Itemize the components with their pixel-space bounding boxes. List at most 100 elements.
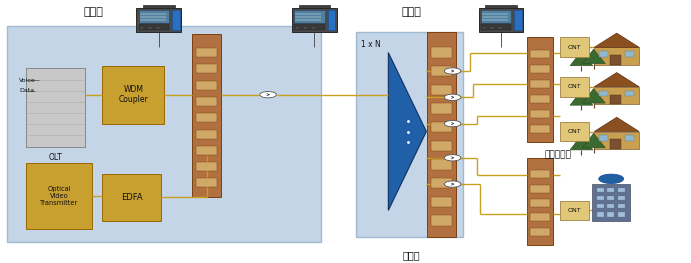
FancyBboxPatch shape xyxy=(196,146,218,155)
FancyBboxPatch shape xyxy=(427,32,456,237)
FancyBboxPatch shape xyxy=(597,188,604,192)
Polygon shape xyxy=(388,53,426,210)
Circle shape xyxy=(260,92,276,98)
Text: Voice: Voice xyxy=(19,78,36,83)
FancyBboxPatch shape xyxy=(560,38,589,57)
FancyBboxPatch shape xyxy=(530,50,549,58)
FancyBboxPatch shape xyxy=(430,159,453,170)
FancyBboxPatch shape xyxy=(430,197,453,207)
FancyBboxPatch shape xyxy=(594,132,639,149)
FancyBboxPatch shape xyxy=(530,125,549,133)
FancyBboxPatch shape xyxy=(196,130,218,139)
FancyBboxPatch shape xyxy=(625,135,634,141)
Circle shape xyxy=(444,181,461,187)
FancyBboxPatch shape xyxy=(610,55,621,65)
Text: EDFA: EDFA xyxy=(121,193,142,202)
FancyBboxPatch shape xyxy=(594,87,639,104)
FancyBboxPatch shape xyxy=(530,65,549,73)
FancyBboxPatch shape xyxy=(26,163,92,229)
FancyBboxPatch shape xyxy=(430,66,453,76)
FancyBboxPatch shape xyxy=(478,8,524,32)
FancyBboxPatch shape xyxy=(102,174,161,221)
FancyBboxPatch shape xyxy=(560,77,589,97)
FancyBboxPatch shape xyxy=(527,158,553,245)
Polygon shape xyxy=(594,117,639,132)
FancyBboxPatch shape xyxy=(598,135,608,141)
FancyBboxPatch shape xyxy=(530,228,549,236)
FancyBboxPatch shape xyxy=(618,212,625,216)
Circle shape xyxy=(140,27,144,29)
FancyBboxPatch shape xyxy=(610,139,621,149)
FancyBboxPatch shape xyxy=(356,32,463,237)
FancyBboxPatch shape xyxy=(530,185,549,193)
FancyBboxPatch shape xyxy=(594,47,639,65)
Polygon shape xyxy=(570,51,593,66)
Text: 传输线终端: 传输线终端 xyxy=(545,151,571,160)
Polygon shape xyxy=(570,135,593,150)
Circle shape xyxy=(312,27,315,29)
FancyBboxPatch shape xyxy=(430,215,453,225)
Polygon shape xyxy=(583,89,605,103)
Polygon shape xyxy=(594,33,639,47)
FancyBboxPatch shape xyxy=(196,179,218,188)
FancyBboxPatch shape xyxy=(139,9,169,23)
FancyBboxPatch shape xyxy=(294,9,325,23)
FancyBboxPatch shape xyxy=(592,184,630,221)
FancyBboxPatch shape xyxy=(530,95,549,103)
Circle shape xyxy=(156,27,160,29)
Polygon shape xyxy=(594,73,639,87)
FancyBboxPatch shape xyxy=(7,26,321,242)
FancyBboxPatch shape xyxy=(597,196,604,200)
FancyBboxPatch shape xyxy=(196,162,218,171)
FancyBboxPatch shape xyxy=(607,188,614,192)
FancyBboxPatch shape xyxy=(292,8,337,32)
FancyBboxPatch shape xyxy=(560,122,589,141)
FancyBboxPatch shape xyxy=(560,200,589,220)
Circle shape xyxy=(482,27,486,29)
Text: ONT: ONT xyxy=(567,45,581,50)
FancyBboxPatch shape xyxy=(102,66,164,124)
FancyBboxPatch shape xyxy=(173,9,180,31)
FancyBboxPatch shape xyxy=(598,51,608,57)
FancyBboxPatch shape xyxy=(530,214,549,221)
Text: ONT: ONT xyxy=(567,84,581,89)
FancyBboxPatch shape xyxy=(618,204,625,208)
FancyBboxPatch shape xyxy=(192,34,221,197)
FancyBboxPatch shape xyxy=(625,51,634,57)
Text: Data: Data xyxy=(19,88,35,93)
Polygon shape xyxy=(583,133,605,148)
Text: OLT: OLT xyxy=(49,153,62,162)
Text: 中心局: 中心局 xyxy=(84,7,103,17)
FancyBboxPatch shape xyxy=(607,204,614,208)
Circle shape xyxy=(498,27,502,29)
Circle shape xyxy=(444,120,461,127)
Text: ONT: ONT xyxy=(567,208,581,213)
FancyBboxPatch shape xyxy=(430,178,453,188)
FancyBboxPatch shape xyxy=(527,37,553,142)
FancyBboxPatch shape xyxy=(481,9,511,23)
FancyBboxPatch shape xyxy=(196,48,218,57)
FancyBboxPatch shape xyxy=(481,24,511,31)
FancyBboxPatch shape xyxy=(26,68,85,147)
Circle shape xyxy=(444,68,461,74)
FancyBboxPatch shape xyxy=(196,81,218,90)
FancyBboxPatch shape xyxy=(196,113,218,122)
FancyBboxPatch shape xyxy=(598,90,608,96)
Circle shape xyxy=(444,155,461,161)
FancyBboxPatch shape xyxy=(530,110,549,118)
FancyBboxPatch shape xyxy=(530,170,549,178)
FancyBboxPatch shape xyxy=(618,196,625,200)
Text: 配线架: 配线架 xyxy=(402,250,420,260)
Polygon shape xyxy=(570,91,593,105)
Text: Optical
Video
Transmitter: Optical Video Transmitter xyxy=(40,186,78,206)
FancyBboxPatch shape xyxy=(430,85,453,95)
FancyBboxPatch shape xyxy=(430,141,453,151)
Text: ONT: ONT xyxy=(567,129,581,134)
FancyBboxPatch shape xyxy=(430,122,453,132)
Text: 1 x N: 1 x N xyxy=(361,40,381,49)
FancyBboxPatch shape xyxy=(607,196,614,200)
FancyBboxPatch shape xyxy=(196,97,218,106)
FancyBboxPatch shape xyxy=(530,80,549,88)
FancyBboxPatch shape xyxy=(607,212,614,216)
FancyBboxPatch shape xyxy=(136,8,181,32)
